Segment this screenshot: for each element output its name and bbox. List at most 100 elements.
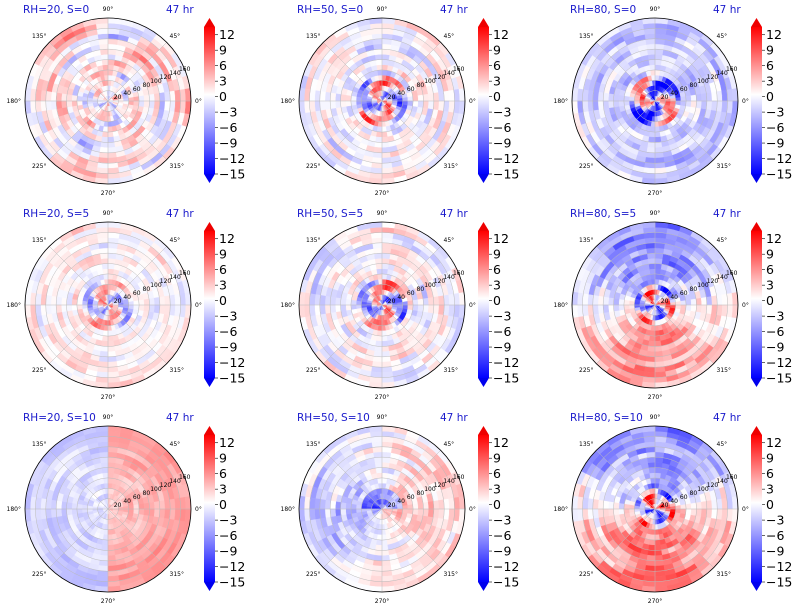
heat-cell: [350, 95, 357, 102]
heat-cell: [654, 80, 659, 86]
heat-cell: [128, 100, 135, 106]
colorbar-tick-label: −15: [219, 167, 245, 182]
heat-cell: [138, 100, 145, 107]
heat-cell: [378, 524, 383, 531]
heat-cell: [608, 100, 615, 109]
colorbar-tick-label: 3: [493, 74, 501, 89]
heat-cell: [370, 232, 383, 239]
heat-cell: [107, 462, 116, 469]
heat-cell: [381, 477, 388, 484]
colorbar-tick-label: −3: [493, 105, 511, 120]
heat-cell: [361, 301, 367, 306]
heat-cell: [381, 141, 390, 148]
heat-cell: [654, 242, 665, 249]
heat-cell: [98, 157, 109, 164]
heat-cell: [654, 64, 661, 71]
heat-cell: [407, 304, 414, 311]
heat-cell: [381, 340, 389, 347]
heat-cell: [582, 89, 589, 102]
time-label: 47 hr: [166, 412, 194, 424]
heat-cell: [427, 304, 435, 314]
colorbar-tick-label: −15: [219, 575, 245, 590]
colorbar-extend-min: [204, 174, 215, 183]
heat-cell: [374, 141, 383, 148]
colorbar-tick-label: −6: [219, 528, 237, 543]
heat-cell: [345, 503, 352, 510]
heat-cell: [61, 93, 68, 102]
heat-cell: [381, 472, 388, 479]
heat-cell: [107, 284, 112, 290]
heat-cell: [412, 100, 419, 107]
heat-cell: [133, 304, 140, 311]
heat-cell: [695, 100, 702, 109]
colorbar-tick-label: 3: [766, 74, 774, 89]
heat-cell: [107, 273, 114, 280]
angle-tick-label: 180°: [281, 98, 295, 105]
angle-tick-label: 270°: [648, 394, 662, 401]
heat-cell: [381, 488, 386, 494]
panel-title: RH=80, S=5: [570, 208, 636, 220]
heat-cell: [654, 350, 664, 358]
radial-tick-label: 40: [123, 498, 131, 505]
heat-cell: [690, 100, 697, 108]
angle-tick-label: 45°: [717, 33, 728, 40]
radial-tick-label: 20: [388, 298, 396, 305]
colorbar-tick-label: 0: [219, 89, 227, 104]
colorbar-extend-min: [751, 378, 762, 387]
heat-cell: [164, 508, 171, 519]
heat-cell: [309, 100, 316, 113]
heat-cell: [55, 100, 63, 110]
angle-tick-label: 0°: [195, 506, 202, 513]
heat-cell: [133, 508, 140, 515]
heat-cell: [582, 100, 589, 113]
colorbar-tick-label: −9: [766, 136, 784, 151]
heat-cell: [61, 304, 68, 313]
heat-cell: [381, 38, 392, 45]
heat-cell: [648, 59, 656, 66]
colorbar-tick-label: 0: [766, 89, 774, 104]
heat-cell: [376, 330, 383, 337]
heat-cell: [164, 91, 171, 102]
heat-cell: [370, 167, 383, 174]
polar-grid: [24, 425, 192, 593]
heat-cell: [645, 38, 656, 45]
heat-cell: [375, 136, 383, 143]
radial-tick-label: 20: [661, 298, 669, 305]
heat-cell: [417, 304, 424, 312]
radial-tick-label: 60: [133, 86, 141, 93]
colorbar-tick-label: −12: [493, 355, 519, 370]
heat-cell: [107, 554, 117, 562]
heat-cell: [438, 304, 445, 315]
heat-cell: [602, 92, 610, 102]
heat-cell: [66, 502, 73, 510]
radial-tick-label: 120: [434, 74, 446, 81]
heat-cell: [340, 304, 347, 312]
panel-title: RH=80, S=0: [570, 4, 636, 16]
heat-cell: [427, 92, 435, 102]
heat-cell: [153, 100, 161, 110]
heat-cell: [355, 300, 362, 306]
heat-cell: [378, 116, 383, 123]
heat-cell: [372, 157, 383, 164]
heat-cell: [35, 293, 42, 306]
colorbar-tick-label: 0: [766, 293, 774, 308]
heat-cell: [55, 92, 63, 102]
heat-cell: [319, 304, 326, 315]
heat-cell: [582, 293, 589, 306]
radial-tick-label: 60: [407, 290, 415, 297]
heat-cell: [412, 304, 419, 311]
colorbar-tick-label: −3: [219, 513, 237, 528]
heat-cell: [373, 252, 383, 260]
heat-cell: [654, 54, 663, 61]
colorbar-tick-label: −3: [766, 309, 784, 324]
heat-cell: [98, 361, 109, 368]
heat-cell: [381, 273, 388, 280]
heat-cell: [100, 345, 109, 352]
heat-cell: [99, 48, 109, 56]
heat-cell: [680, 100, 687, 107]
colorbar-tick-label: −12: [219, 559, 245, 574]
colorbar-tick-label: −6: [219, 120, 237, 135]
colorbar-tick-label: 12: [219, 27, 235, 42]
heat-cell: [376, 534, 383, 541]
